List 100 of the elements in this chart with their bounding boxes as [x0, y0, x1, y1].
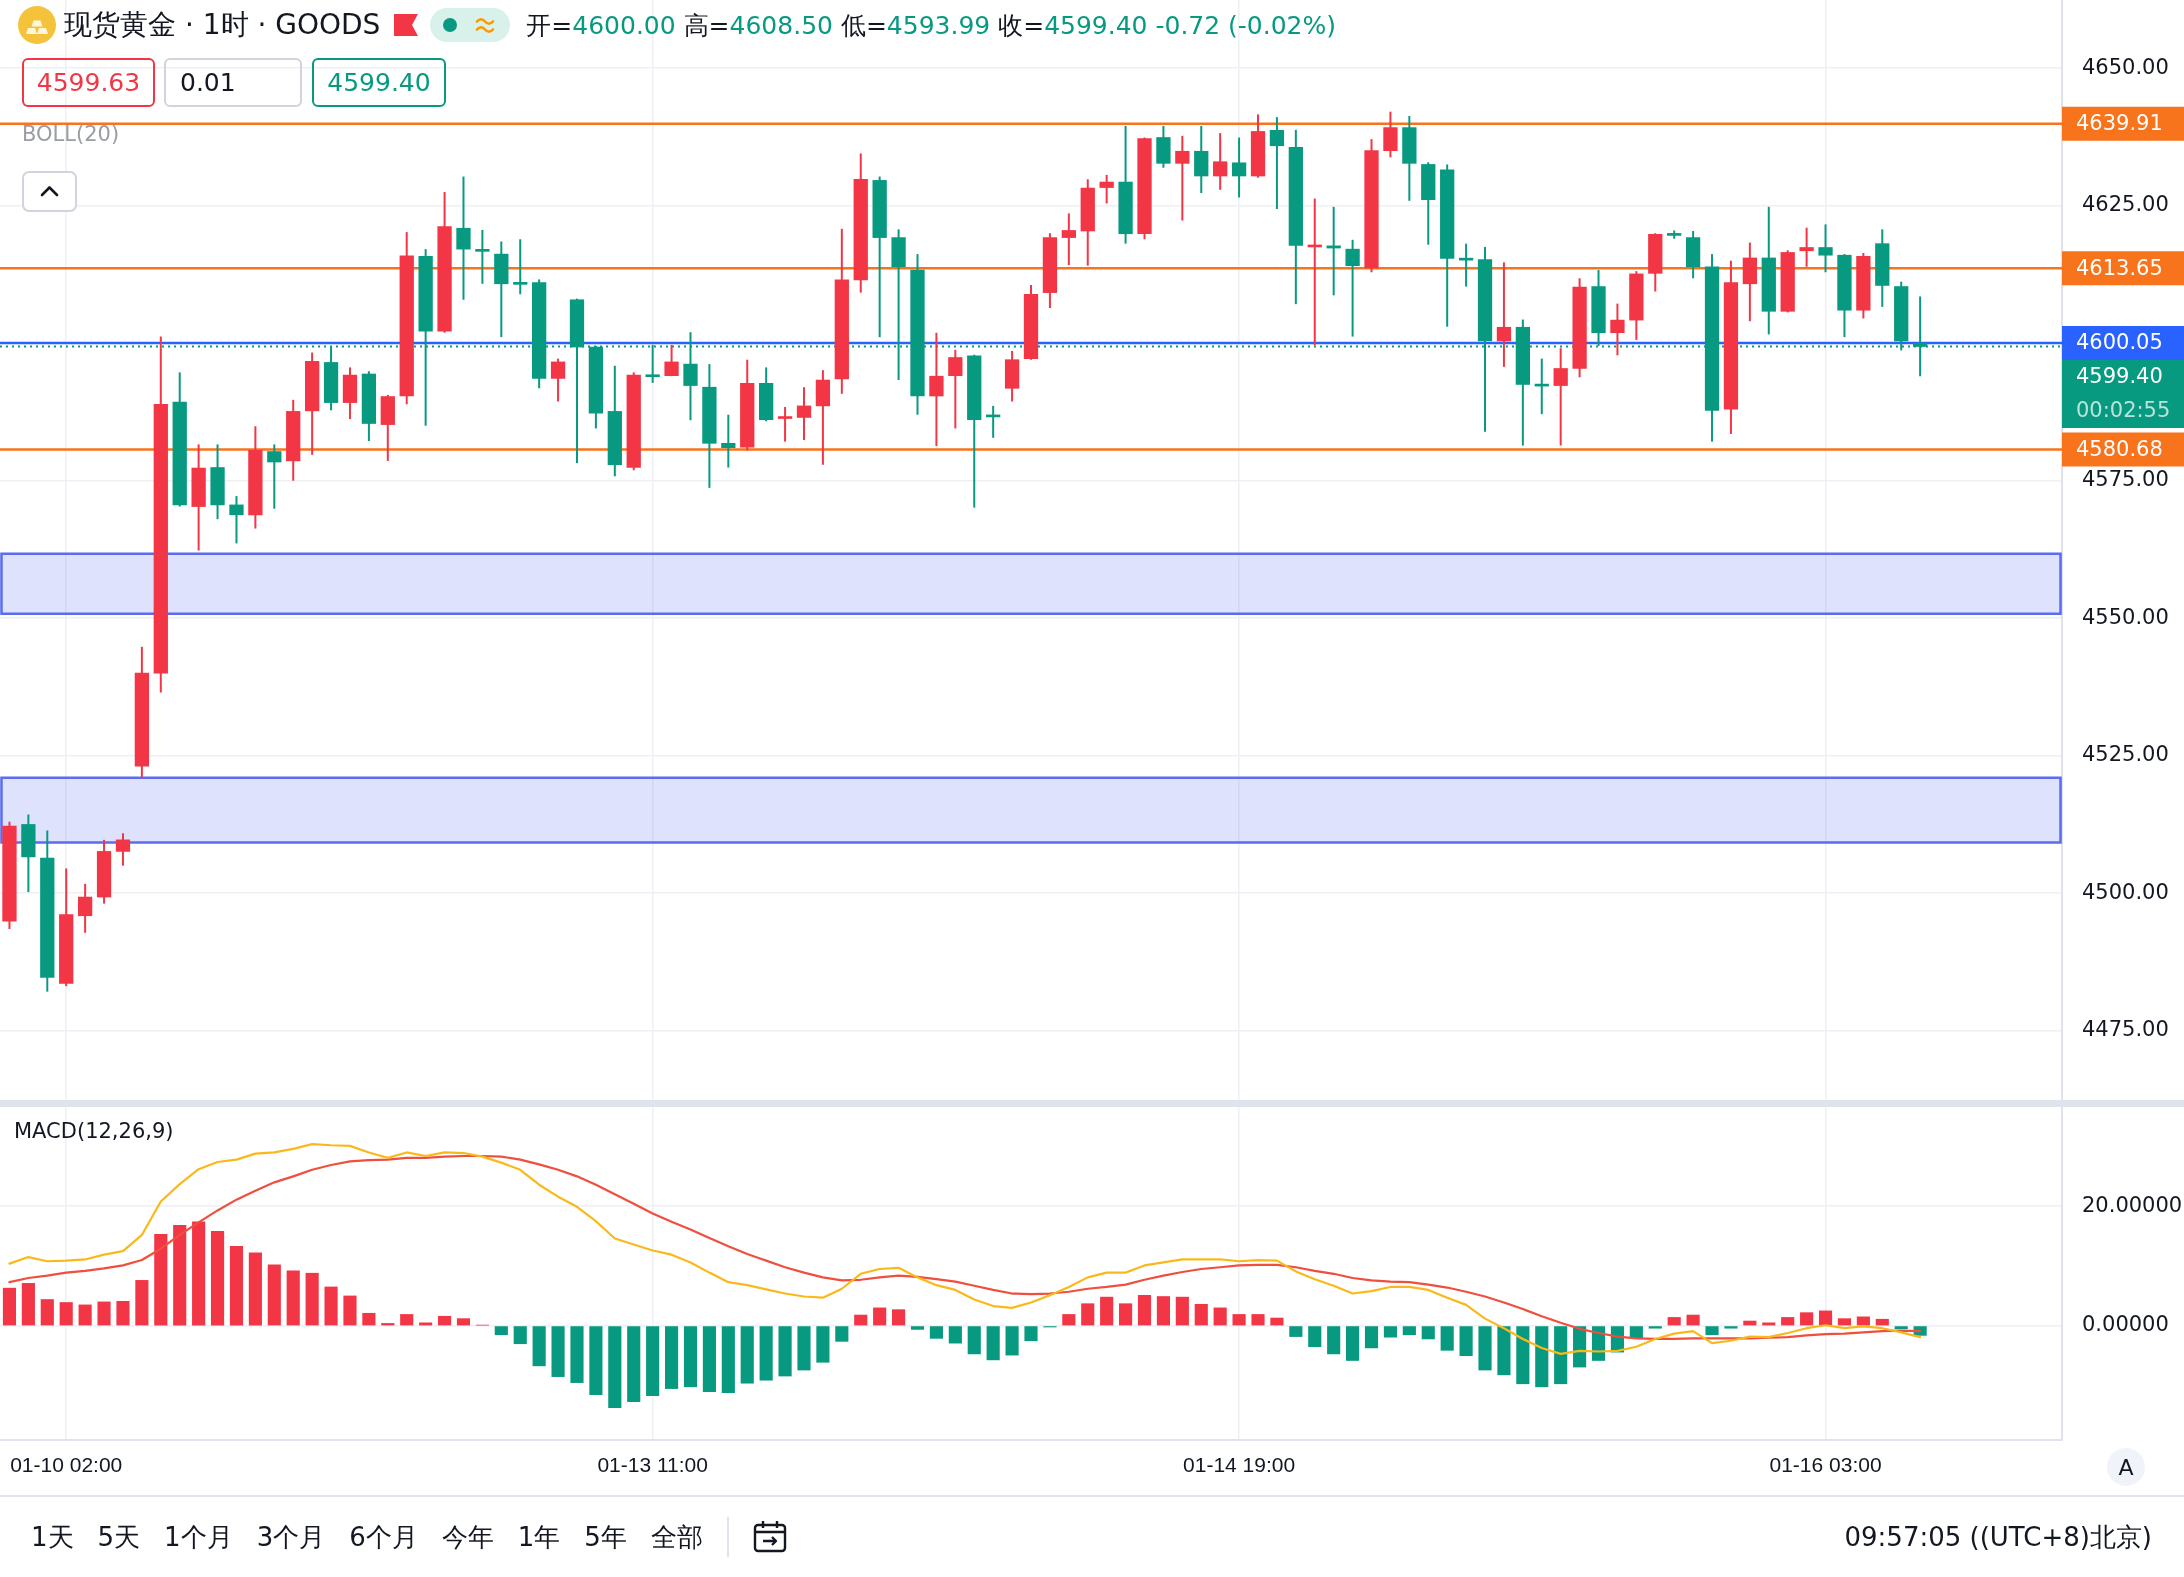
bar: [343, 1295, 357, 1326]
bar: [1402, 1326, 1416, 1336]
chart-title: 现货黄金 · 1时 · GOODS: [64, 7, 381, 43]
candlestick: [721, 413, 736, 469]
bar: [683, 1326, 698, 1388]
x-tick-label: 01-14 19:00: [1183, 1453, 1296, 1477]
bar: [646, 1326, 660, 1397]
bar: [173, 1225, 187, 1326]
ref-line-label: 4580.68: [2076, 436, 2163, 461]
text: 1年: [517, 1520, 561, 1554]
bar: [627, 1326, 641, 1403]
candlestick: [948, 348, 963, 430]
bar: [816, 1326, 830, 1363]
bar: [2, 1287, 17, 1326]
y-tick-label: 4575.00: [2082, 467, 2169, 492]
bar: [192, 1221, 206, 1326]
candlestick: [1061, 212, 1076, 267]
bar: [135, 1280, 149, 1326]
bar: [948, 1326, 962, 1344]
bar: [854, 1314, 868, 1326]
bar: [400, 1314, 414, 1326]
text: 1个月: [164, 1520, 233, 1554]
x-tick-label: 01-10 02:00: [10, 1453, 123, 1477]
bar: [1194, 1303, 1208, 1326]
bar: [1648, 1326, 1662, 1329]
y-tick-label: 4500.00: [2082, 879, 2169, 904]
candlestick: [513, 238, 528, 296]
candlestick: [267, 443, 282, 510]
bar: [608, 1326, 622, 1409]
y-tick-label: 4475.00: [2082, 1017, 2169, 1042]
ref-line-label: 4613.65: [2076, 255, 2163, 280]
text: 3个月: [256, 1520, 326, 1554]
candlestick: [664, 343, 679, 378]
bar: [1459, 1326, 1473, 1357]
bar: [1364, 1326, 1379, 1349]
candlestick: [1496, 261, 1512, 368]
bar: [929, 1326, 943, 1339]
bar: [1875, 1318, 1889, 1326]
bar: [154, 1234, 168, 1326]
candlestick: [1231, 136, 1247, 199]
candlestick: [550, 357, 566, 403]
bar: [248, 1252, 262, 1326]
bar: [1251, 1314, 1265, 1326]
bar: [1894, 1326, 1908, 1330]
bar: [1421, 1326, 1435, 1340]
candlestick: [777, 406, 793, 443]
text: 09:57:05 ((UTC+8)北京): [1844, 1520, 2152, 1554]
bar: [1705, 1326, 1719, 1336]
bar: [1440, 1326, 1454, 1351]
bar: [286, 1270, 300, 1326]
bar: [551, 1326, 565, 1377]
bar: [1800, 1312, 1814, 1326]
text: 开=4600.00 高=4608.50 低=4593.99 收=4599.40 -0.72 (-0.02%): [526, 10, 1337, 40]
bar: [1346, 1326, 1360, 1361]
bar: [419, 1322, 433, 1326]
bar: [362, 1312, 376, 1326]
bar: [1270, 1317, 1284, 1326]
bar: [1818, 1310, 1833, 1326]
text: A: [2118, 1454, 2134, 1480]
bar: [1516, 1326, 1530, 1385]
bar: [1024, 1326, 1038, 1342]
bar: [210, 1231, 225, 1326]
bar: [97, 1301, 111, 1326]
bar: [1156, 1296, 1170, 1326]
candlestick: [77, 882, 93, 934]
candlestick: [1610, 302, 1625, 357]
bar: [570, 1326, 584, 1383]
bar: [910, 1326, 925, 1330]
bar: [40, 1299, 54, 1326]
annotation: 0.01: [180, 68, 236, 97]
bar: [1175, 1296, 1189, 1326]
text: 今年: [441, 1520, 494, 1554]
bar: [702, 1326, 716, 1392]
candlestick: [1553, 347, 1568, 447]
bar: [1724, 1326, 1738, 1329]
bar: [1308, 1326, 1322, 1348]
candlestick: [1383, 110, 1398, 159]
bar: [494, 1326, 508, 1336]
candlestick: [1175, 134, 1190, 222]
y-tick-label: 0.00000: [2082, 1312, 2169, 1337]
bar: [1137, 1294, 1152, 1326]
bar: [797, 1326, 811, 1371]
bar: [1119, 1303, 1133, 1326]
candlestick: [229, 495, 244, 545]
bar: [589, 1326, 603, 1395]
y-tick-label: 4650.00: [2082, 54, 2169, 79]
price-button: 4599.40: [312, 58, 446, 107]
bar: [229, 1245, 244, 1326]
candlestick: [1799, 226, 1814, 268]
bar: [873, 1307, 887, 1326]
ref-line-label: 4600.05: [2076, 330, 2163, 355]
candlestick: [1818, 223, 1833, 274]
text: 5天: [97, 1520, 141, 1554]
bar: [892, 1309, 906, 1326]
bar: [1781, 1317, 1795, 1326]
bar: [116, 1300, 130, 1326]
x-tick-label: 01-13 11:00: [597, 1453, 708, 1477]
candlestick: [456, 175, 471, 301]
annotation: 4599.40: [327, 68, 431, 97]
bar: [1081, 1303, 1095, 1326]
